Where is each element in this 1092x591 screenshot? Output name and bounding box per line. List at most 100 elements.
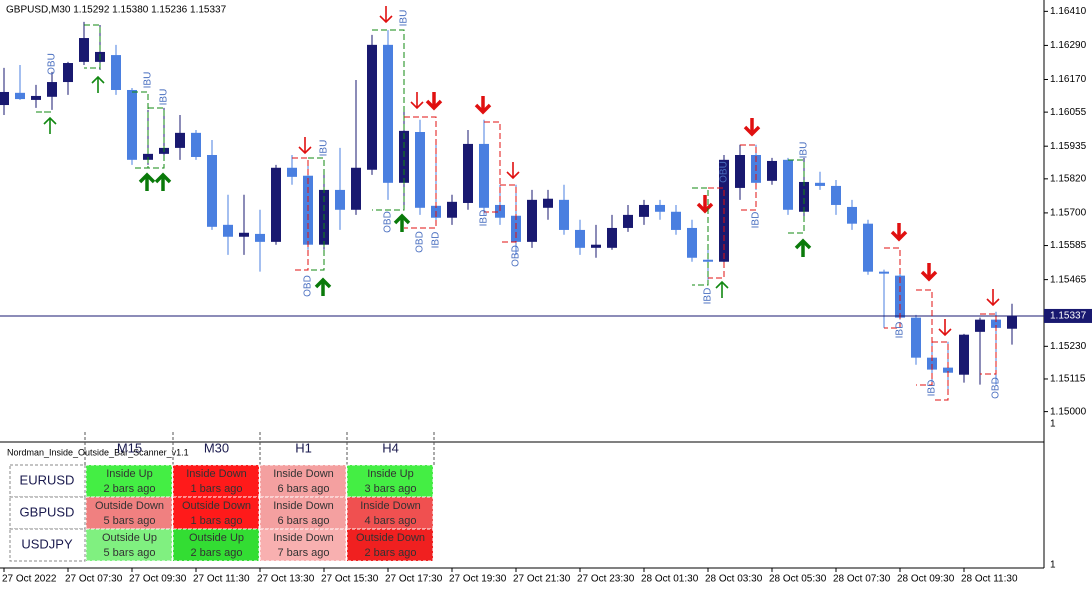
x-tick-label: 28 Oct 11:30	[961, 574, 1018, 585]
buy-arrow	[43, 116, 57, 125]
signal-label: OBD	[511, 245, 522, 267]
signal-age: 2 bars ago	[191, 547, 243, 559]
y-tick-label: 1.15230	[1050, 341, 1087, 352]
signal-label: OBD	[303, 275, 314, 297]
candle-body	[703, 259, 713, 262]
signal-label: OBD	[383, 211, 394, 233]
signal-age: 3 bars ago	[365, 483, 417, 495]
signal-age: 5 bars ago	[104, 547, 156, 559]
timeframe-header: M15	[117, 440, 142, 455]
signal-bracket	[932, 341, 949, 401]
signal-bracket	[916, 289, 933, 386]
signal-label: IBU	[399, 10, 410, 27]
signal-cell	[346, 528, 434, 562]
signal-label: IBD	[927, 380, 938, 397]
candle-body	[367, 44, 377, 170]
candle-body	[831, 185, 841, 205]
x-tick-label: 27 Oct 15:30	[321, 574, 379, 585]
signal-type: Inside Down	[273, 500, 334, 512]
candle-body	[959, 334, 969, 375]
signal-type: Inside Down	[273, 532, 334, 544]
sell-arrow	[425, 99, 443, 111]
candle-body	[735, 154, 745, 188]
candle-body	[495, 204, 505, 218]
candle-body	[799, 181, 809, 212]
candle-body	[127, 89, 137, 160]
signal-bracket	[372, 29, 405, 211]
candle-body	[943, 367, 953, 373]
candle-body	[31, 95, 41, 100]
signal-bracket	[148, 107, 165, 169]
signal-cell	[259, 528, 347, 562]
candle-body	[1007, 315, 1017, 329]
signal-type: Inside Down	[186, 468, 247, 480]
indicator-title: Nordman_Inside_Outside_Bar_Scanner_v1.1	[7, 447, 189, 457]
x-tick-label: 28 Oct 03:30	[705, 574, 763, 585]
timeframe-header: H1	[295, 440, 312, 455]
y-tick-label: 1.15465	[1050, 274, 1087, 285]
signal-bracket	[884, 247, 901, 329]
symbol-label: USDJPY	[21, 536, 73, 551]
signal-type: Outside Up	[102, 532, 157, 544]
candle-body	[207, 154, 217, 227]
signal-age: 6 bars ago	[278, 515, 330, 527]
signal-type: Inside Down	[360, 500, 421, 512]
buy-arrow	[91, 75, 105, 84]
indicator-scale: 1	[1050, 419, 1056, 430]
x-tick-label: 28 Oct 09:30	[897, 574, 955, 585]
buy-arrow	[314, 277, 332, 289]
x-tick-label: 27 Oct 21:30	[513, 574, 571, 585]
candle-body	[815, 182, 825, 186]
candle-body	[351, 167, 361, 210]
sell-arrow	[298, 146, 312, 155]
signal-age: 2 bars ago	[365, 547, 417, 559]
candle-body	[591, 244, 601, 248]
x-tick-label: 27 Oct 07:30	[65, 574, 123, 585]
candle-body	[655, 204, 665, 212]
candle-body	[623, 214, 633, 228]
x-tick-label: 27 Oct 11:30	[193, 574, 250, 585]
candle-body	[239, 232, 249, 237]
x-tick-label: 27 Oct 13:30	[257, 574, 315, 585]
candle-body	[847, 206, 857, 224]
y-tick-label: 1.16055	[1050, 107, 1087, 118]
candle-body	[671, 211, 681, 230]
signal-label: IBD	[479, 210, 490, 227]
candle-body	[463, 143, 473, 203]
candle-body	[927, 357, 937, 370]
sell-arrow	[410, 101, 424, 110]
signal-cell	[259, 496, 347, 530]
signal-label: IBD	[895, 322, 906, 339]
buy-arrow	[715, 280, 729, 289]
candle-body	[767, 160, 777, 181]
candle-body	[335, 189, 345, 210]
sell-arrow	[986, 298, 1000, 307]
signal-label: OBU	[47, 53, 58, 75]
signal-bracket	[484, 121, 501, 213]
signal-cell	[346, 464, 434, 498]
sell-arrow	[379, 15, 393, 24]
sell-arrow	[506, 171, 520, 180]
signal-bracket	[708, 187, 725, 279]
current-price-box	[1044, 308, 1092, 323]
y-tick-label: 1.16170	[1050, 74, 1087, 85]
y-tick-label: 1.15115	[1050, 374, 1086, 385]
candle-body	[447, 201, 457, 218]
sell-arrow	[743, 125, 761, 137]
x-tick-label: 28 Oct 07:30	[833, 574, 891, 585]
candle-body	[287, 167, 297, 177]
signal-label: IBU	[143, 72, 154, 89]
candle-body	[639, 204, 649, 217]
x-tick-label: 27 Oct 23:30	[577, 574, 635, 585]
candle-body	[479, 143, 489, 208]
y-tick-label: 1.15820	[1050, 173, 1087, 184]
signal-label: IBU	[319, 140, 330, 157]
sell-arrow	[696, 202, 714, 214]
signal-cell	[85, 464, 173, 498]
signal-bracket	[692, 187, 709, 286]
sell-arrow	[474, 103, 492, 115]
candle-body	[383, 44, 393, 183]
signal-label: IBD	[431, 232, 442, 249]
signal-age: 7 bars ago	[278, 547, 330, 559]
